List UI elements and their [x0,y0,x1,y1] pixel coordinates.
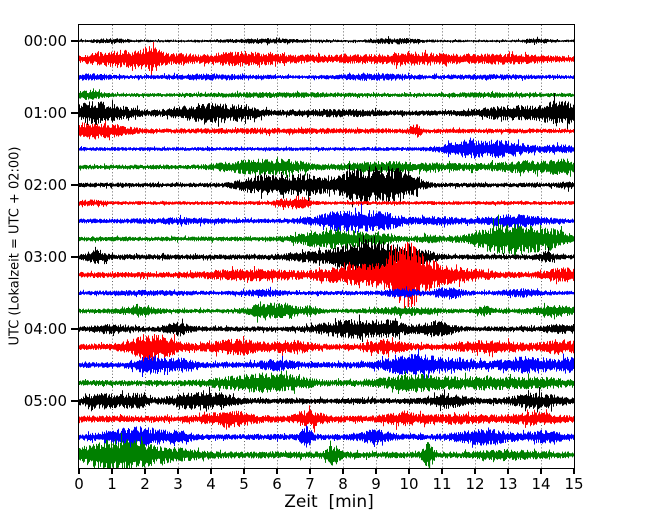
x-tick-label: 14 [531,475,551,493]
x-tick-mark [540,468,542,474]
x-tick-mark [210,468,212,474]
x-axis-label: Zeit [min] [284,492,374,512]
y-tick-label: 01:00 [23,104,67,122]
x-tick-label: 9 [371,475,381,493]
x-tick-label: 12 [465,475,485,493]
x-tick-mark [408,468,410,474]
x-tick-mark [342,468,344,474]
x-tick-mark [573,468,575,474]
plot-area [77,23,575,469]
x-tick-mark [309,468,311,474]
x-tick-label: 13 [498,475,518,493]
y-tick-mark [71,112,78,114]
y-tick-mark [71,400,78,402]
x-tick-label: 7 [305,475,315,493]
x-tick-mark [144,468,146,474]
x-tick-mark [375,468,377,474]
seismogram-trace-canvas [78,24,574,468]
x-tick-mark [177,468,179,474]
x-tick-label: 3 [173,475,183,493]
y-tick-label: 02:00 [23,176,67,194]
x-tick-label: 6 [272,475,282,493]
x-tick-label: 4 [206,475,216,493]
y-tick-label: 05:00 [23,392,67,410]
x-tick-mark [507,468,509,474]
y-tick-label: 03:00 [23,248,67,266]
x-tick-label: 15 [564,475,584,493]
x-tick-mark [474,468,476,474]
y-tick-label: 00:00 [23,32,67,50]
x-tick-label: 0 [74,475,84,493]
x-tick-label: 2 [140,475,150,493]
y-tick-mark [71,40,78,42]
y-tick-mark [71,328,78,330]
x-tick-mark [441,468,443,474]
x-tick-label: 10 [399,475,419,493]
x-tick-label: 11 [432,475,452,493]
x-tick-mark [243,468,245,474]
x-tick-label: 5 [239,475,249,493]
x-tick-mark [78,468,80,474]
y-tick-label: 04:00 [23,320,67,338]
y-tick-mark [71,256,78,258]
x-tick-mark [111,468,113,474]
x-tick-mark [276,468,278,474]
x-tick-label: 1 [107,475,117,493]
y-tick-mark [71,184,78,186]
x-tick-label: 8 [338,475,348,493]
